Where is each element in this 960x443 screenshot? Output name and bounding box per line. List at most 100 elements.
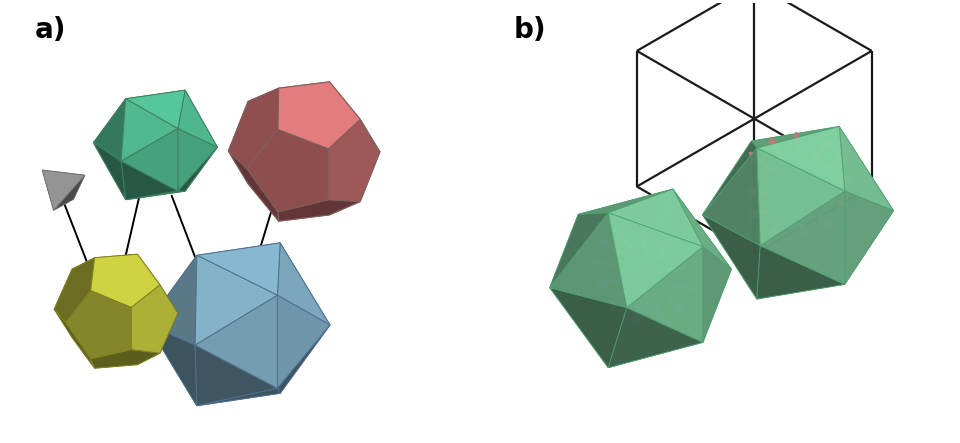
Polygon shape	[147, 255, 197, 345]
Polygon shape	[278, 200, 360, 221]
Polygon shape	[93, 143, 132, 200]
Polygon shape	[277, 243, 330, 325]
Polygon shape	[550, 288, 609, 368]
Polygon shape	[178, 90, 217, 147]
Polygon shape	[578, 214, 655, 310]
Polygon shape	[703, 148, 760, 246]
Polygon shape	[578, 310, 673, 368]
Polygon shape	[200, 260, 282, 354]
Polygon shape	[752, 234, 839, 299]
Polygon shape	[200, 243, 282, 303]
Polygon shape	[197, 354, 280, 406]
Polygon shape	[42, 170, 74, 210]
Polygon shape	[137, 254, 178, 313]
Polygon shape	[756, 126, 845, 191]
Polygon shape	[132, 129, 190, 191]
Polygon shape	[277, 295, 330, 388]
Polygon shape	[126, 191, 185, 200]
Polygon shape	[137, 300, 178, 365]
Polygon shape	[228, 151, 278, 221]
Polygon shape	[247, 130, 328, 212]
Polygon shape	[197, 388, 280, 406]
Polygon shape	[93, 99, 132, 143]
Polygon shape	[93, 99, 132, 161]
Polygon shape	[147, 323, 200, 406]
Polygon shape	[673, 189, 732, 269]
Polygon shape	[54, 175, 84, 210]
Polygon shape	[839, 126, 894, 211]
Polygon shape	[280, 91, 361, 174]
Polygon shape	[178, 147, 217, 191]
Polygon shape	[195, 295, 277, 388]
Polygon shape	[550, 213, 609, 288]
Polygon shape	[65, 291, 132, 359]
Polygon shape	[90, 350, 160, 368]
Polygon shape	[132, 285, 178, 353]
Polygon shape	[550, 213, 627, 307]
Polygon shape	[72, 254, 141, 273]
Polygon shape	[609, 213, 703, 307]
Polygon shape	[178, 128, 217, 191]
Polygon shape	[627, 247, 703, 342]
Polygon shape	[147, 260, 200, 354]
Polygon shape	[90, 254, 160, 307]
Polygon shape	[756, 148, 845, 246]
Polygon shape	[578, 249, 673, 344]
Polygon shape	[248, 154, 330, 221]
Text: a): a)	[36, 16, 66, 44]
Polygon shape	[147, 255, 200, 323]
Polygon shape	[550, 214, 578, 310]
Polygon shape	[752, 126, 839, 180]
Polygon shape	[280, 243, 330, 325]
Polygon shape	[54, 309, 95, 368]
Polygon shape	[197, 243, 280, 260]
Polygon shape	[703, 247, 732, 342]
Polygon shape	[329, 82, 380, 152]
Polygon shape	[248, 82, 330, 103]
Polygon shape	[703, 215, 760, 299]
Polygon shape	[72, 315, 141, 368]
Polygon shape	[278, 82, 360, 149]
Text: b): b)	[514, 16, 546, 44]
Polygon shape	[329, 135, 380, 215]
Polygon shape	[845, 191, 894, 284]
Polygon shape	[578, 189, 673, 249]
Polygon shape	[609, 189, 703, 247]
Polygon shape	[195, 345, 277, 406]
Polygon shape	[54, 258, 95, 323]
Polygon shape	[277, 325, 330, 393]
Polygon shape	[609, 307, 703, 368]
Polygon shape	[121, 99, 178, 161]
Polygon shape	[673, 269, 732, 344]
Polygon shape	[578, 189, 673, 214]
Polygon shape	[280, 303, 330, 393]
Polygon shape	[185, 129, 217, 191]
Polygon shape	[121, 128, 178, 191]
Polygon shape	[200, 303, 282, 393]
Polygon shape	[703, 215, 756, 299]
Polygon shape	[42, 170, 84, 210]
Polygon shape	[550, 288, 627, 368]
Polygon shape	[185, 90, 217, 147]
Polygon shape	[101, 264, 166, 332]
Polygon shape	[836, 180, 894, 277]
Polygon shape	[655, 249, 732, 344]
Polygon shape	[197, 243, 280, 295]
Polygon shape	[752, 141, 836, 234]
Polygon shape	[756, 246, 845, 299]
Polygon shape	[121, 161, 178, 200]
Polygon shape	[147, 323, 197, 406]
Polygon shape	[609, 342, 703, 368]
Polygon shape	[126, 90, 185, 99]
Polygon shape	[42, 170, 84, 199]
Polygon shape	[228, 101, 280, 184]
Polygon shape	[703, 141, 752, 234]
Polygon shape	[836, 126, 894, 211]
Polygon shape	[195, 255, 277, 345]
Polygon shape	[839, 211, 894, 284]
Polygon shape	[126, 90, 185, 128]
Polygon shape	[93, 99, 126, 161]
Polygon shape	[752, 126, 839, 148]
Polygon shape	[228, 88, 278, 168]
Polygon shape	[752, 180, 839, 277]
